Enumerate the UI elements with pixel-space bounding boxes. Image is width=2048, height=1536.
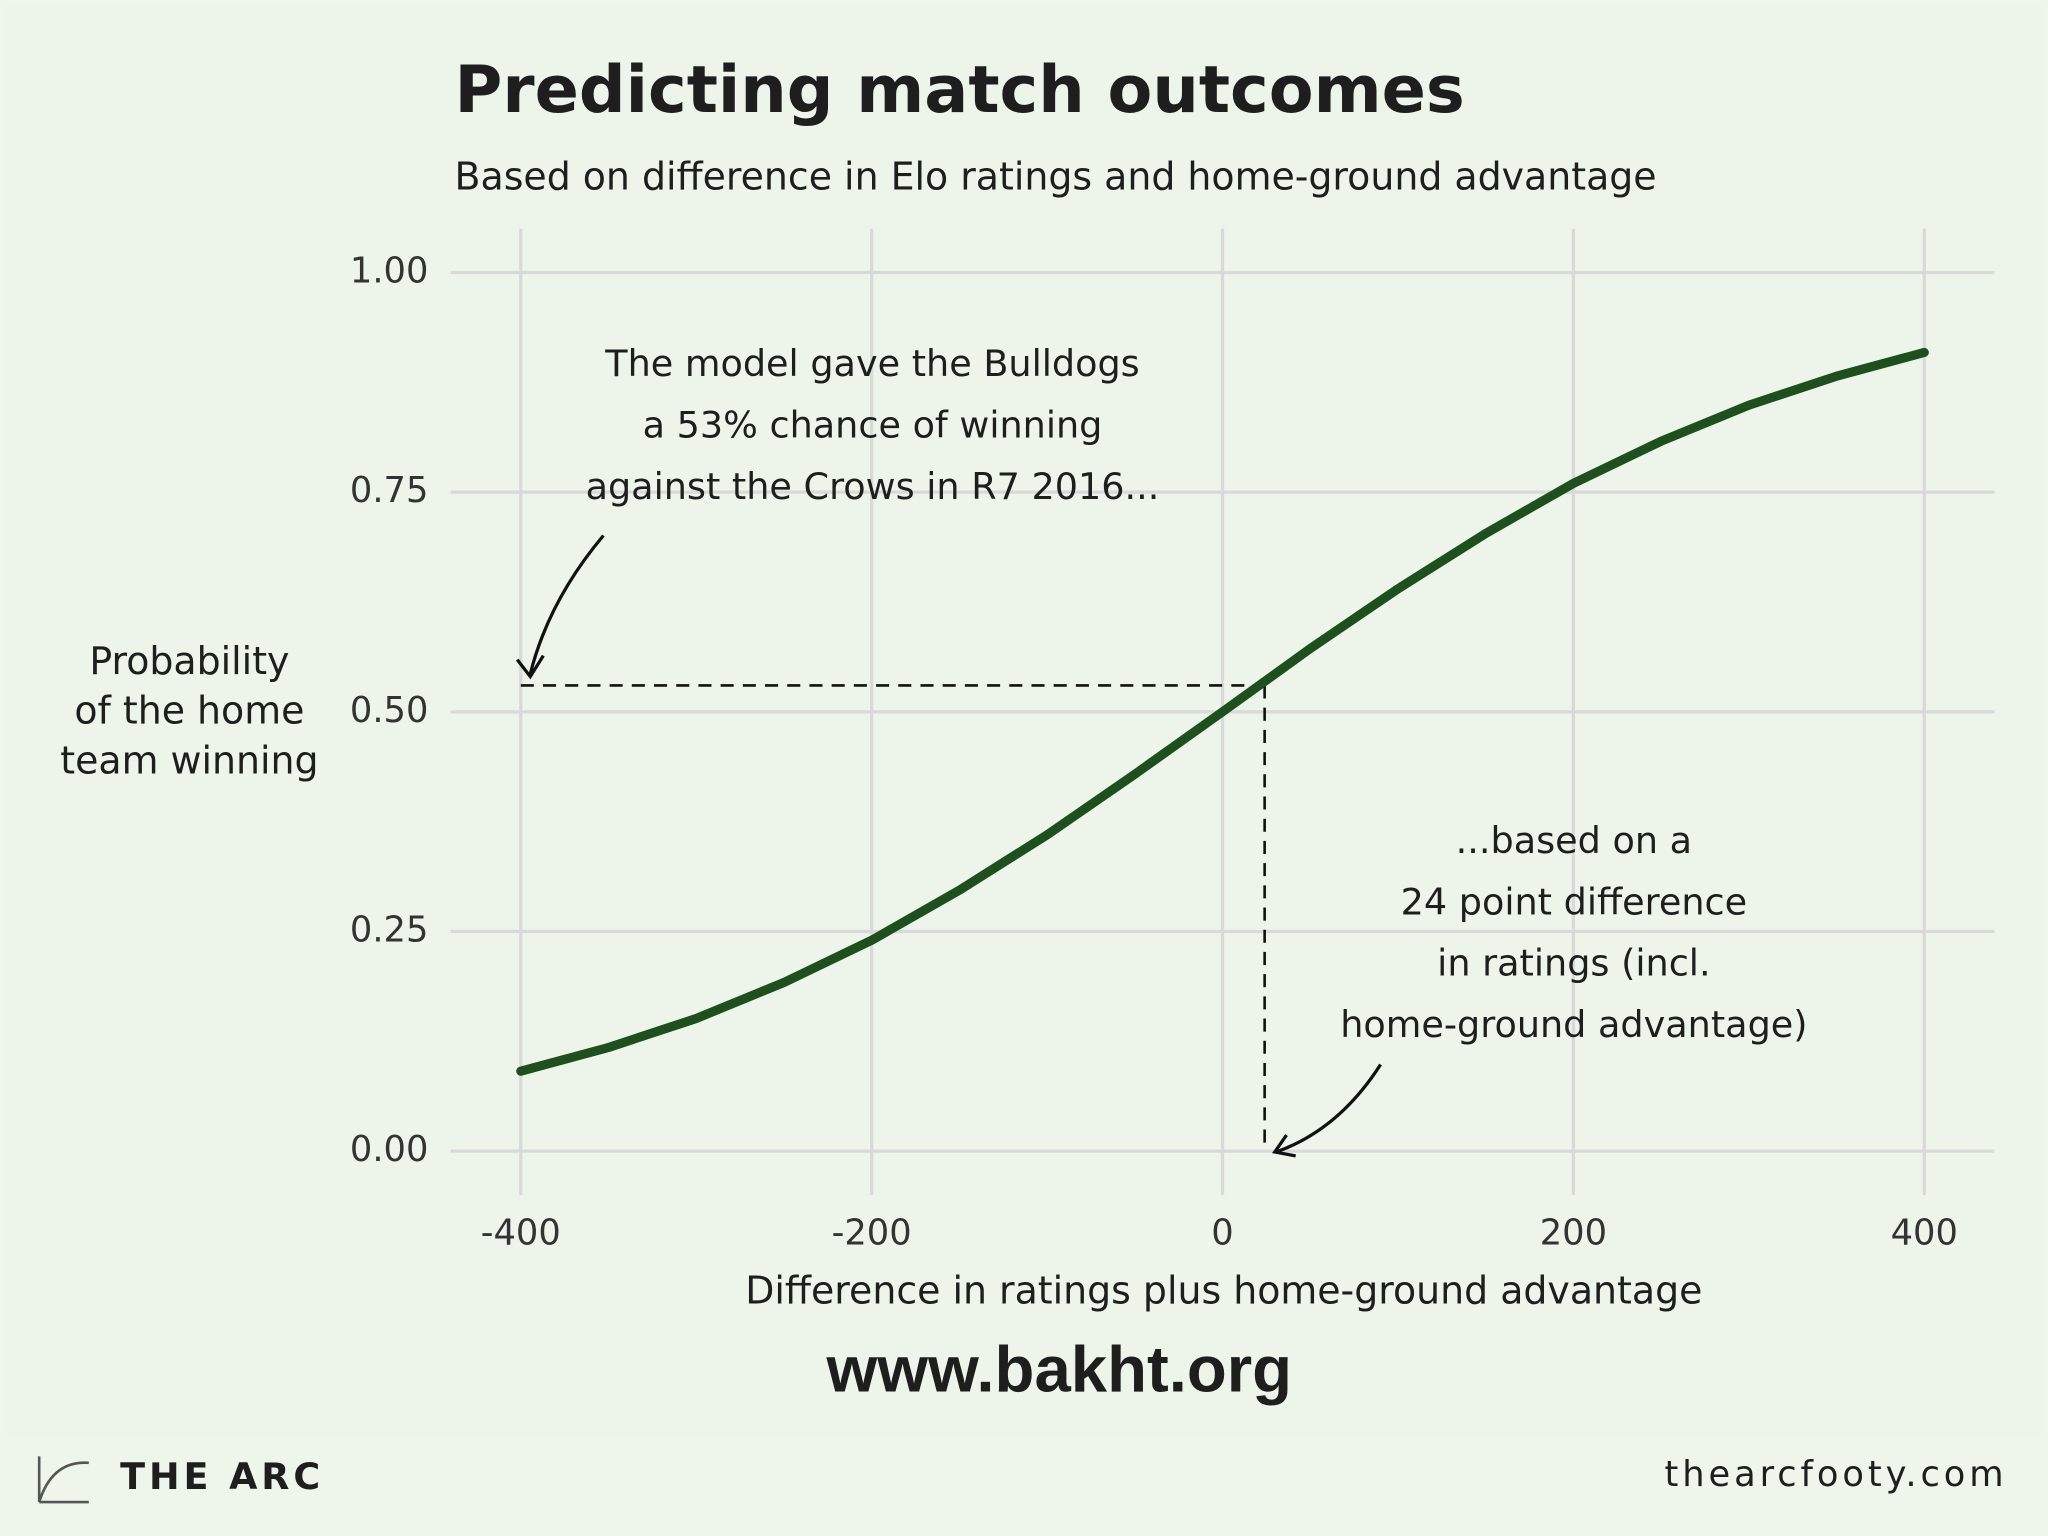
- arrow-head: [1272, 1134, 1296, 1158]
- watermark: www.bakht.org: [825, 1332, 1292, 1405]
- annotation: against the Crows in R7 2016...: [586, 465, 1160, 508]
- arrow-head: [515, 654, 545, 680]
- y-tick-label: 0.00: [350, 1129, 429, 1170]
- arrow: [528, 534, 605, 675]
- x-tick-label: 0: [1211, 1212, 1233, 1253]
- y-tick-label: 1.00: [350, 251, 429, 292]
- chart-title: Predicting match outcomes: [455, 52, 1465, 128]
- y-tick-label: 0.25: [350, 910, 429, 951]
- footer-url: thearcfooty.com: [1664, 1454, 2007, 1495]
- annotation: home-ground advantage): [1340, 1003, 1807, 1046]
- brand: THE ARC: [120, 1455, 324, 1498]
- annotation: a 53% chance of winning: [643, 404, 1103, 447]
- y-axis-label: of the home: [74, 689, 304, 733]
- panel: [5, 5, 2043, 1437]
- x-tick-label: -200: [832, 1212, 912, 1253]
- y-tick-label: 0.50: [350, 690, 429, 731]
- annotation: ...based on a: [1456, 819, 1692, 862]
- annotation: 24 point difference: [1401, 880, 1748, 923]
- x-tick-label: 200: [1540, 1212, 1607, 1253]
- y-tick-label: 0.75: [350, 470, 429, 511]
- annotation: The model gave the Bulldogs: [604, 342, 1140, 385]
- x-tick-label: 400: [1891, 1212, 1958, 1253]
- x-axis-label: Difference in ratings plus home-ground a…: [745, 1269, 1702, 1313]
- logo: [37, 1456, 89, 1504]
- y-axis-label: team winning: [60, 738, 318, 782]
- curve: [516, 347, 1929, 1076]
- chart-subtitle: Based on difference in Elo ratings and h…: [455, 154, 1657, 198]
- y-axis-label: Probability: [89, 639, 289, 683]
- x-tick-label: -400: [481, 1212, 561, 1253]
- annotation: in ratings (incl.: [1437, 942, 1710, 985]
- arrow: [1275, 1063, 1382, 1154]
